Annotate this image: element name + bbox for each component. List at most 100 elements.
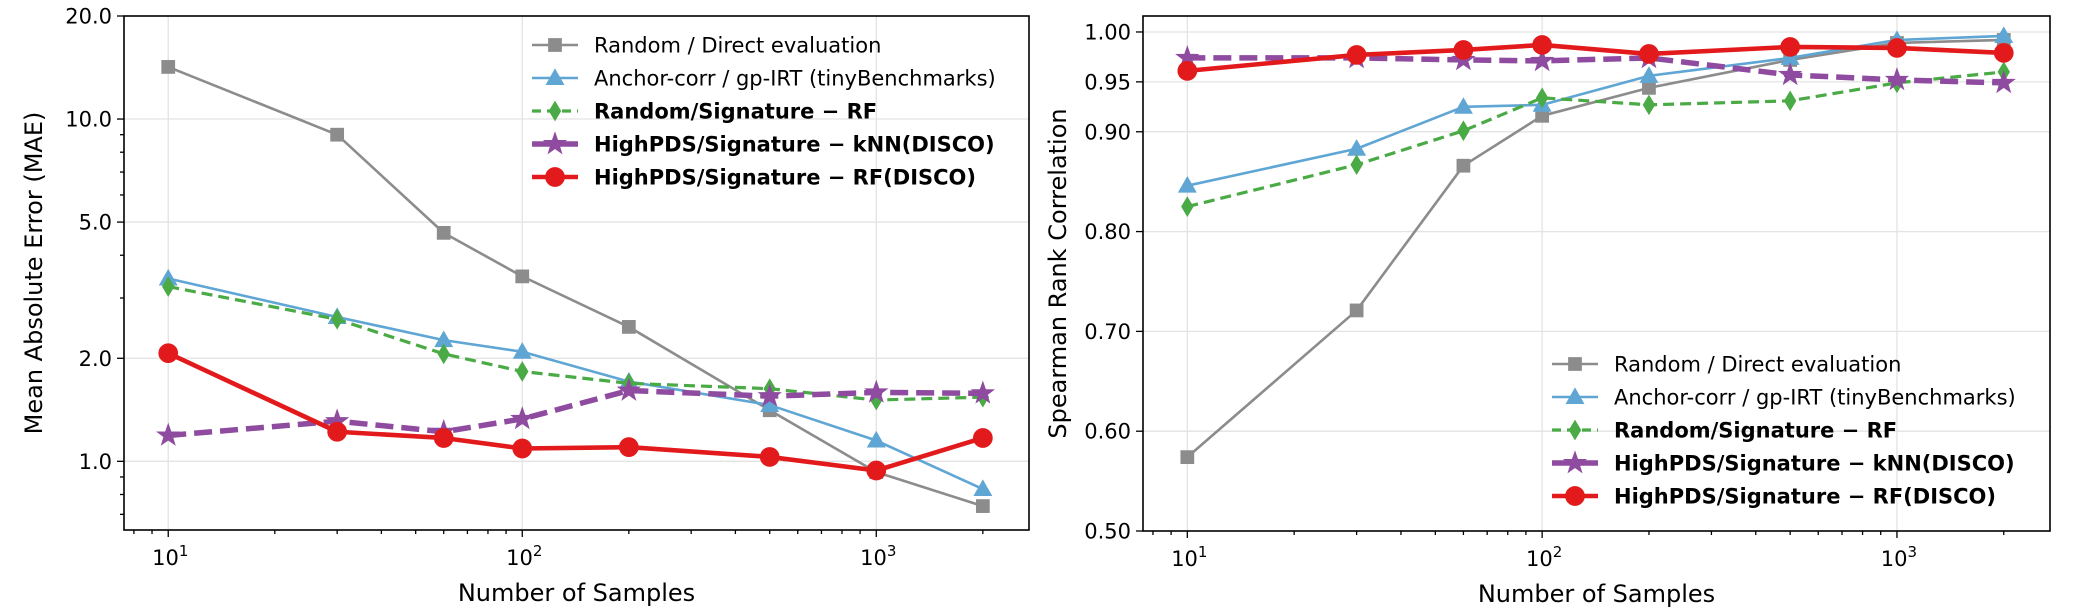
data-point	[515, 269, 530, 284]
data-point	[1780, 37, 1800, 57]
data-point	[866, 460, 887, 481]
data-point	[1349, 303, 1364, 318]
legend-item: Random/Signature − RF	[532, 100, 877, 124]
series-line	[167, 351, 984, 473]
data-point	[433, 428, 454, 448]
data-point	[512, 438, 533, 459]
legend-label: HighPDS/Signature − RF(DISCO)	[1614, 485, 1996, 509]
x-tick-label: 101	[152, 542, 188, 570]
legend-label: Random / Direct evaluation	[1614, 353, 1901, 377]
data-point	[621, 320, 636, 334]
legend-item: HighPDS/Signature − RF(DISCO)	[1552, 485, 1996, 509]
x-axis-label: Number of Samples	[458, 579, 695, 607]
x-tick-label: 103	[1881, 543, 1917, 571]
x-tick-exponent: 2	[533, 542, 543, 560]
legend-label: Anchor-corr / gp-IRT (tinyBenchmarks)	[1614, 386, 2016, 410]
legend-square-icon	[548, 38, 562, 52]
data-point	[162, 276, 175, 297]
x-tick-base: 10	[860, 546, 887, 570]
x-tick-exponent: 3	[1908, 543, 1918, 561]
data-point	[1535, 87, 1549, 109]
x-tick-label: 102	[506, 542, 542, 570]
y-tick-label: 0.60	[1084, 420, 1131, 444]
data-point	[973, 479, 993, 496]
legend: Random / Direct evaluation Anchor-corr / …	[532, 34, 996, 190]
y-axis-label: Mean Absolute Error (MAE)	[20, 112, 48, 435]
data-point	[1991, 70, 2016, 94]
series-line	[167, 65, 984, 508]
data-point	[866, 430, 886, 448]
legend-item: HighPDS/Signature − kNN(DISCO)	[1552, 450, 2015, 476]
x-tick-base: 10	[152, 546, 179, 570]
x-axis-label: Number of Samples	[1478, 580, 1715, 608]
legend-diamond-icon	[548, 100, 562, 122]
x-tick-exponent: 2	[1553, 543, 1563, 561]
data-point	[759, 447, 780, 467]
x-tick-base: 10	[1171, 547, 1198, 571]
legend-item: Random / Direct evaluation	[1552, 353, 1901, 377]
y-tick-label: 1.00	[1084, 20, 1131, 44]
series-4	[1177, 35, 2014, 81]
data-point	[330, 127, 345, 142]
series-3	[156, 377, 996, 446]
x-tick-exponent: 1	[1198, 543, 1208, 561]
y-tick-label: 5.0	[79, 211, 112, 235]
data-point	[1346, 45, 1367, 65]
data-point	[156, 422, 181, 446]
data-point	[1993, 43, 2014, 63]
legend-circle-icon	[1565, 486, 1585, 506]
data-point	[1887, 38, 1907, 58]
data-point	[1777, 62, 1803, 86]
series-line	[1187, 34, 2004, 187]
data-point	[1639, 44, 1659, 64]
data-point	[1994, 26, 2014, 43]
y-tick-label: 0.80	[1084, 220, 1131, 244]
data-point	[437, 343, 450, 365]
series-line	[167, 277, 984, 491]
data-point	[1453, 40, 1474, 60]
legend-item: HighPDS/Signature − kNN(DISCO)	[532, 131, 995, 157]
data-point	[327, 421, 347, 442]
y-axis-label: Spearman Rank Correlation	[1044, 108, 1072, 438]
data-point	[1180, 450, 1195, 465]
legend-item: Random/Signature − RF	[1552, 419, 1897, 443]
legend-label: Random/Signature − RF	[594, 100, 877, 124]
data-point	[1642, 94, 1656, 116]
legend-label: Random/Signature − RF	[1614, 419, 1897, 443]
legend-square-icon	[1568, 357, 1582, 371]
series-line	[1186, 70, 2004, 209]
y-tick-label: 2.0	[79, 347, 112, 371]
series-line	[167, 284, 983, 402]
x-tick-base: 10	[1881, 547, 1908, 571]
data-point	[1350, 154, 1363, 176]
series-0	[161, 60, 990, 513]
data-point	[1639, 66, 1659, 83]
legend-item: Anchor-corr / gp-IRT (tinyBenchmarks)	[532, 67, 996, 91]
legend-label: HighPDS/Signature − kNN(DISCO)	[594, 133, 995, 157]
legend-label: Anchor-corr / gp-IRT (tinyBenchmarks)	[594, 67, 996, 91]
legend-item: HighPDS/Signature − RF(DISCO)	[532, 166, 976, 190]
y-axis: 1.0 2.0 5.0 10.0 20.0 Mean Absolute Error (MA…	[20, 5, 124, 515]
y-tick-label: 10.0	[65, 108, 112, 132]
data-point	[512, 342, 532, 359]
y-tick-label: 0.70	[1084, 320, 1131, 344]
series-line	[1187, 55, 2004, 86]
x-tick-exponent: 1	[179, 542, 189, 560]
y-tick-label: 0.50	[1084, 520, 1131, 544]
x-tick-label: 103	[860, 542, 896, 570]
legend-label: HighPDS/Signature − RF(DISCO)	[594, 166, 976, 190]
y-tick-label: 0.90	[1084, 120, 1131, 144]
series-2	[1181, 61, 2010, 217]
data-point	[1642, 80, 1656, 95]
plot-frame	[1142, 15, 2051, 532]
y-tick-label: 20.0	[65, 5, 112, 29]
data-point	[970, 380, 996, 404]
data-point	[1529, 48, 1555, 72]
legend-star-icon	[542, 131, 568, 155]
data-point	[618, 437, 639, 458]
